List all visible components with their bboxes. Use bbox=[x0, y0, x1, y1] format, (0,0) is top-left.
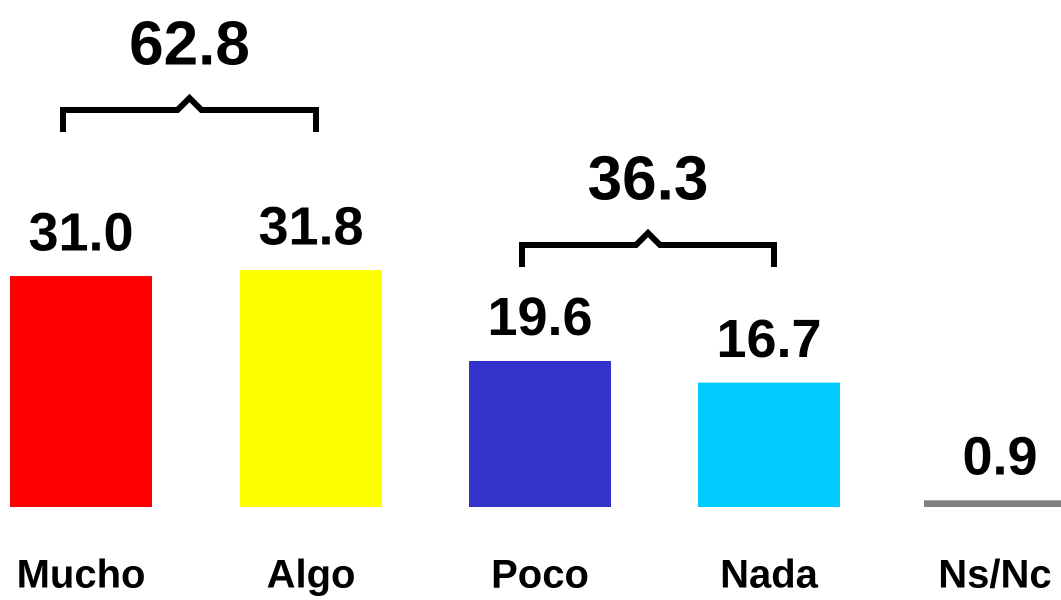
value-label: 0.9 bbox=[962, 427, 1037, 487]
bar bbox=[240, 270, 382, 507]
value-label: 19.6 bbox=[487, 287, 592, 347]
x-tick-label: Ns/Nc bbox=[938, 553, 1051, 597]
bar bbox=[924, 500, 1061, 507]
value-label: 16.7 bbox=[716, 309, 821, 369]
bracket bbox=[63, 98, 316, 132]
bar bbox=[469, 361, 611, 507]
x-tick-label: Algo bbox=[267, 553, 356, 597]
x-tick-label: Nada bbox=[720, 553, 819, 597]
value-label: 31.0 bbox=[28, 202, 133, 262]
bar bbox=[698, 383, 840, 507]
x-tick-label: Poco bbox=[491, 553, 589, 597]
group-total: 36.3 bbox=[588, 144, 709, 213]
bracket bbox=[522, 233, 774, 267]
group-total: 62.8 bbox=[129, 9, 250, 78]
chart: 31.0 Mucho 31.8 Algo 19.6 Poco 16.7 Nada 0.9 Ns/N… bbox=[0, 0, 1061, 600]
bar bbox=[10, 276, 152, 507]
value-label: 31.8 bbox=[258, 196, 363, 256]
x-tick-label: Mucho bbox=[17, 553, 146, 597]
